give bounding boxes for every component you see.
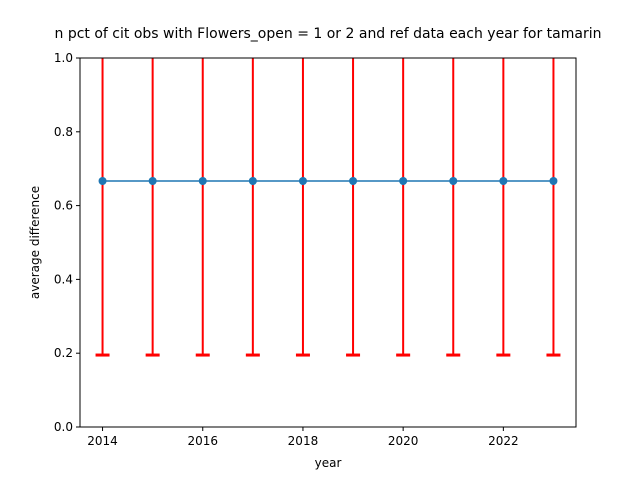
y-tick-label: 0.0 <box>54 420 73 434</box>
data-point <box>298 176 307 185</box>
y-tick-label: 0.4 <box>54 272 73 286</box>
data-point <box>549 176 558 185</box>
plot-area <box>95 58 561 357</box>
x-tick-label: 2022 <box>488 434 519 448</box>
data-point <box>449 176 458 185</box>
x-axis: 2014 2016 2018 2020 2022 <box>87 427 519 448</box>
plot-content <box>95 58 561 357</box>
chart-title: n pct of cit obs with Flowers_open = 1 o… <box>55 26 602 42</box>
y-tick-label: 0.6 <box>54 199 73 213</box>
y-axis: 0.0 0.2 0.4 0.6 0.8 1.0 <box>54 51 80 434</box>
y-tick-label: 0.2 <box>54 346 73 360</box>
axes-frame <box>79 57 577 428</box>
x-tick-label: 2018 <box>288 434 319 448</box>
data-point <box>349 176 358 185</box>
x-tick-label: 2020 <box>388 434 419 448</box>
y-tick-label: 1.0 <box>54 51 73 65</box>
y-tick-label: 0.8 <box>54 125 73 139</box>
y-axis-label: average difference <box>28 186 42 299</box>
data-point <box>399 176 408 185</box>
data-point <box>198 176 207 185</box>
data-point <box>148 176 157 185</box>
data-point <box>248 176 257 185</box>
x-tick-label: 2016 <box>187 434 218 448</box>
x-tick-label: 2014 <box>87 434 118 448</box>
data-point <box>499 176 508 185</box>
data-point <box>98 176 107 185</box>
x-axis-label: year <box>315 456 342 470</box>
